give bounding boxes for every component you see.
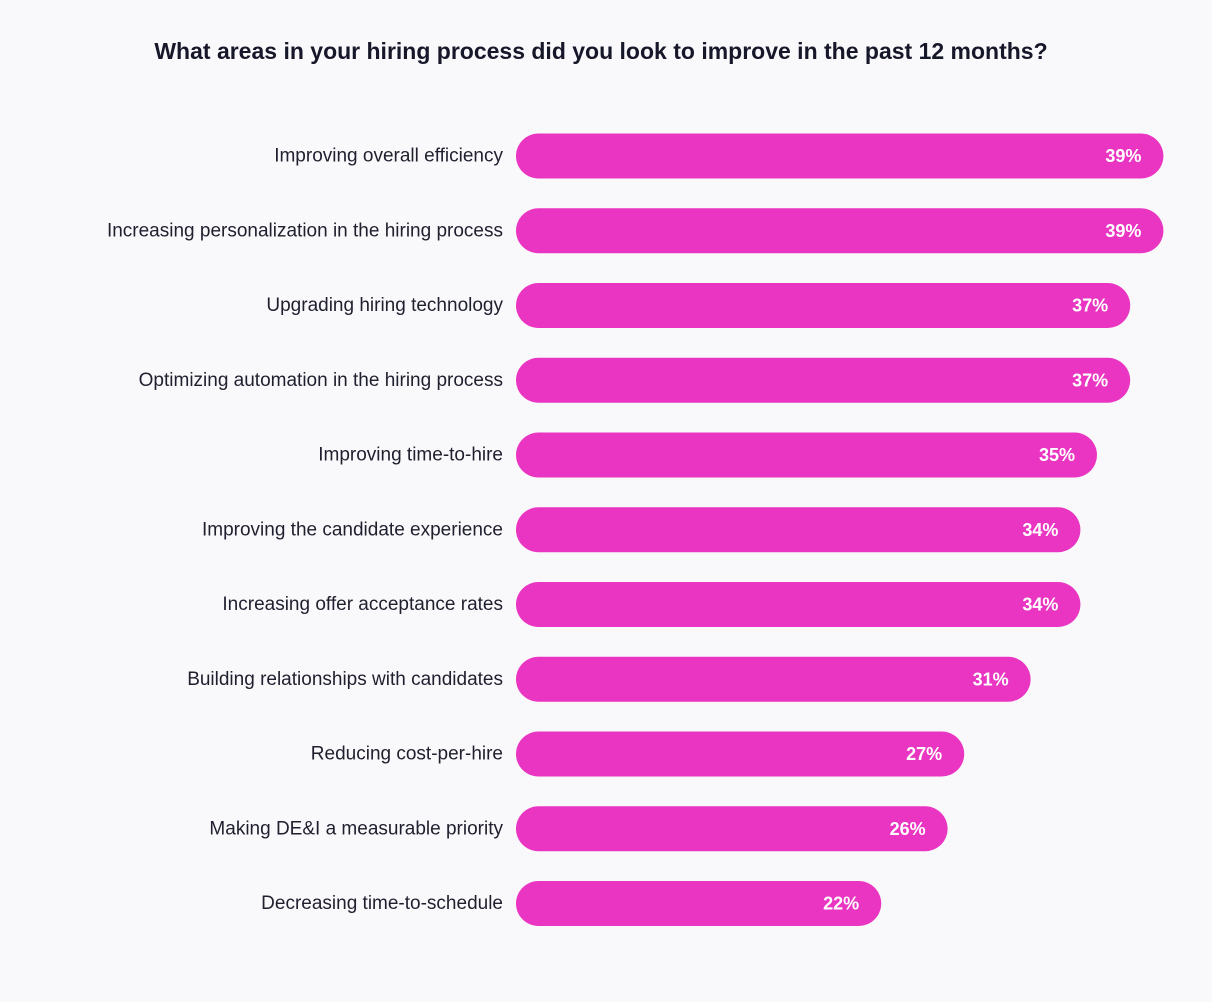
value-label: 37% bbox=[1072, 296, 1108, 316]
value-label: 34% bbox=[1022, 595, 1058, 615]
bar bbox=[516, 656, 1031, 702]
category-label: Optimizing automation in the hiring proc… bbox=[139, 370, 503, 391]
category-label: Decreasing time-to-schedule bbox=[261, 893, 503, 914]
value-label: 22% bbox=[823, 894, 859, 914]
value-label: 26% bbox=[890, 819, 926, 839]
category-label: Reducing cost-per-hire bbox=[311, 744, 503, 765]
bar bbox=[516, 208, 1164, 254]
value-label: 39% bbox=[1105, 221, 1141, 241]
bar bbox=[516, 507, 1081, 553]
bar bbox=[516, 432, 1097, 478]
bar bbox=[516, 133, 1164, 179]
value-label: 27% bbox=[906, 744, 942, 764]
bar bbox=[516, 806, 948, 852]
category-label: Increasing offer acceptance rates bbox=[222, 594, 503, 615]
category-label: Improving overall efficiency bbox=[274, 146, 503, 167]
value-label: 31% bbox=[973, 669, 1009, 689]
value-label: 35% bbox=[1039, 445, 1075, 465]
category-label: Improving time-to-hire bbox=[318, 445, 503, 466]
bar bbox=[516, 283, 1131, 328]
value-label: 34% bbox=[1022, 520, 1058, 540]
value-label: 37% bbox=[1072, 370, 1108, 390]
bar bbox=[516, 357, 1131, 403]
value-label: 39% bbox=[1105, 146, 1141, 166]
bar bbox=[516, 582, 1081, 627]
category-label: Making DE&I a measurable priority bbox=[209, 818, 503, 839]
chart-title: What areas in your hiring process did yo… bbox=[154, 38, 1048, 64]
bar bbox=[516, 881, 882, 926]
category-label: Increasing personalization in the hiring… bbox=[107, 220, 503, 241]
bar bbox=[516, 731, 965, 777]
category-label: Building relationships with candidates bbox=[187, 669, 503, 690]
category-label: Improving the candidate experience bbox=[202, 519, 503, 540]
category-label: Upgrading hiring technology bbox=[266, 295, 503, 316]
